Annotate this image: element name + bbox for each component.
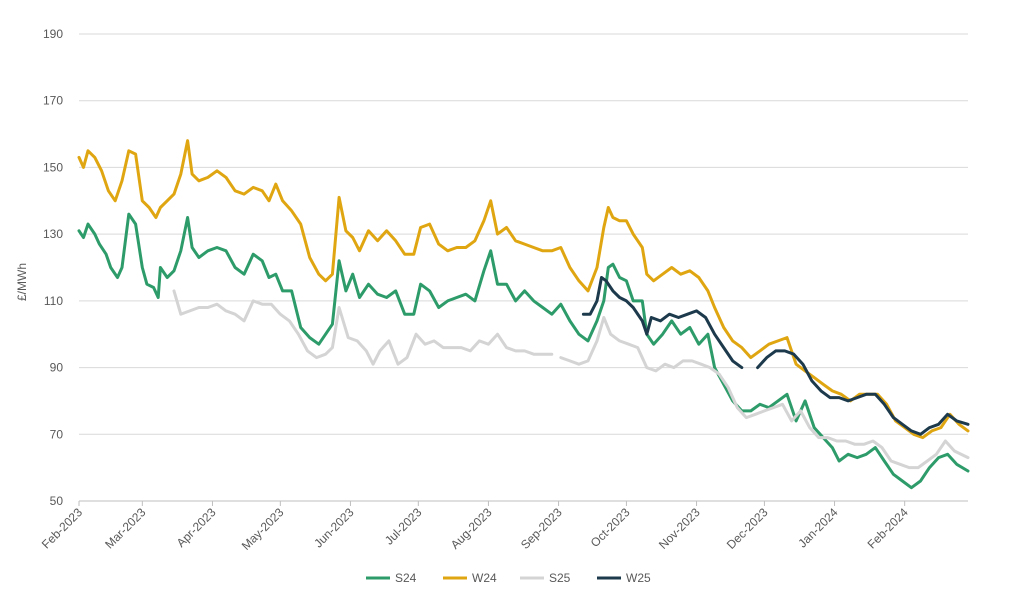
series-w24 xyxy=(77,139,970,440)
x-tick-label: Jun-2023 xyxy=(311,505,357,551)
series-lines xyxy=(77,139,970,490)
x-tick-label: Apr-2023 xyxy=(174,505,219,550)
series-line-w25-2 xyxy=(756,349,970,436)
x-tick-label: Jan-2024 xyxy=(795,505,841,551)
series-line-s25-2 xyxy=(559,316,970,470)
y-tick-label: 50 xyxy=(50,494,64,508)
y-axis-title: £/MWh xyxy=(15,263,29,301)
x-tick-label: Aug-2023 xyxy=(448,505,495,552)
legend-label: W24 xyxy=(472,571,497,585)
x-tick-label: Oct-2023 xyxy=(588,505,633,550)
legend-item-w24: W24 xyxy=(443,571,497,585)
y-tick-label: 150 xyxy=(43,160,63,174)
legend-label: S24 xyxy=(395,571,417,585)
x-tick-label: Jul-2023 xyxy=(382,505,425,548)
series-line-w24-1 xyxy=(77,139,970,440)
legend-item-s25: S25 xyxy=(520,571,571,585)
x-tick-label: Dec-2023 xyxy=(724,505,771,552)
legend-item-s24: S24 xyxy=(366,571,417,585)
y-tick-label: 110 xyxy=(44,294,63,308)
series-line-s25-1 xyxy=(172,289,554,366)
gridlines xyxy=(79,33,968,435)
series-w25 xyxy=(581,276,970,436)
y-tick-label: 70 xyxy=(50,427,64,441)
x-tick-label: Feb-2024 xyxy=(865,505,911,551)
y-tick-label: 130 xyxy=(43,227,63,241)
legend-item-w25: W25 xyxy=(597,571,651,585)
legend-label: S25 xyxy=(549,571,571,585)
x-tick-label: Nov-2023 xyxy=(656,505,703,552)
x-tick-label: Mar-2023 xyxy=(102,505,148,551)
y-tick-label: 90 xyxy=(50,361,64,375)
legend-label: W25 xyxy=(626,571,651,585)
x-tick-label: Feb-2023 xyxy=(39,505,85,551)
x-tick-label: Sep-2023 xyxy=(518,505,565,552)
series-s25 xyxy=(172,289,970,470)
legend: S24 W24 S25 W25 xyxy=(366,571,651,585)
y-tick-label: 170 xyxy=(43,94,63,108)
series-line-w25-1 xyxy=(581,276,744,370)
x-tick-label: May-2023 xyxy=(239,505,287,553)
axes: 50 70 90 110 130 150 170 190 Feb-2023 Mar-2023 Apr… xyxy=(39,27,968,553)
y-tick-label: 190 xyxy=(43,27,63,41)
